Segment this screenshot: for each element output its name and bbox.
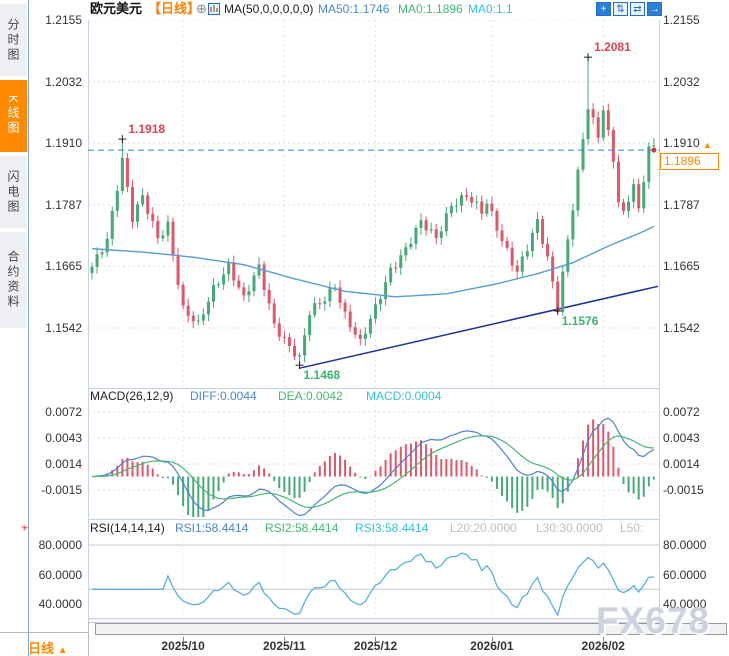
rsi-axis-label-right: 60.0000 <box>663 567 707 582</box>
macd-diff-value: DIFF:0.0044 <box>190 389 257 403</box>
macd-axis-label-left: 0.0014 <box>45 457 82 471</box>
period-label: 【日线】 <box>148 1 201 16</box>
date-tick <box>603 637 605 641</box>
ma0-cyan-value: MA0:1.1 <box>468 2 513 16</box>
main-y-axis-label-left: 1.2032 <box>45 74 82 89</box>
macd-macd-value: MACD:0.0004 <box>366 389 442 403</box>
rsi1-value: RSI1:58.4414 <box>175 521 249 535</box>
scroll-to-latest-icon[interactable]: → <box>647 2 662 16</box>
main-candlestick-chart[interactable]: 1.1918 1.2081 1.1468 1.1576 <box>88 20 660 388</box>
date-label: 2026/01 <box>470 639 514 653</box>
macd-axis-label-right: 0.0043 <box>663 431 700 445</box>
rsi-bottom-separator <box>88 622 660 623</box>
symbol-title: 欧元美元 <box>90 1 143 16</box>
macd-axis-label-right: 0.0072 <box>663 405 700 419</box>
indicator-params-label: MA(50,0,0,0,0,0) <box>224 2 314 16</box>
price-annotation: 1.1576 <box>562 314 599 328</box>
price-annotation: 1.1918 <box>128 122 165 136</box>
main-y-axis-label-right: 1.1910 <box>663 136 700 151</box>
y-axis-scale-icon[interactable]: ⇅ <box>613 2 628 16</box>
main-y-axis-label-left: 1.2155 <box>45 13 82 27</box>
period-dropdown-label: 日线 <box>28 641 55 656</box>
date-label: 2025/10 <box>161 639 205 653</box>
rsi-axis-label-left: 60.0000 <box>38 567 82 582</box>
rsi-axis-label-left: 80.0000 <box>38 538 82 552</box>
date-tick <box>491 637 493 641</box>
macd-rsi-separator <box>88 519 660 520</box>
period-cell-right-border <box>88 622 89 656</box>
date-label: 2025/11 <box>262 639 306 653</box>
chart-left-border <box>88 20 89 622</box>
date-label: 2026/02 <box>581 639 625 653</box>
rsi-axis-label-left: 40.0000 <box>38 597 82 611</box>
period-dropdown-button[interactable]: 日线 ▲ <box>28 638 68 656</box>
price-annotation: 1.1468 <box>304 368 341 382</box>
add-indicator-icon[interactable]: ⊕ <box>196 1 207 16</box>
macd-chart[interactable] <box>88 405 660 519</box>
rsi-axis-label-right: 40.0000 <box>663 597 707 611</box>
date-label: 2025/12 <box>353 639 398 653</box>
main-y-axis-label-left: 1.1910 <box>45 136 82 151</box>
period-cell-border <box>0 632 88 633</box>
rsi-l50-label: L50: <box>620 521 644 535</box>
main-y-axis-label-right: 1.1787 <box>663 197 700 212</box>
macd-dea-value: DEA:0.0042 <box>278 389 343 403</box>
main-macd-separator <box>88 388 660 389</box>
dropdown-arrow-icon: ▲ <box>57 645 68 656</box>
rsi-axis-label-right: 80.0000 <box>663 538 707 552</box>
last-price-badge: 1.1896 <box>660 153 719 170</box>
macd-axis-label-right: 0.0014 <box>663 457 700 471</box>
pan-tool-icon[interactable]: + <box>596 2 611 16</box>
rsi-l30-label: L30:30.0000 <box>536 521 603 535</box>
macd-title: MACD(26,12,9) <box>90 389 174 403</box>
rsi-l20-label: L20:20.0000 <box>450 521 517 535</box>
sidebar-tab-2[interactable]: K线图 <box>0 80 27 152</box>
main-y-axis-label-left: 1.1787 <box>45 197 82 212</box>
macd-axis-label-right: -0.0015 <box>663 483 704 498</box>
rsi3-value: RSI3:58.4414 <box>355 521 429 535</box>
ma50-value: MA50:1.1746 <box>318 2 390 16</box>
macd-axis-label-left: 0.0043 <box>45 431 82 445</box>
main-y-axis-label-right: 1.1665 <box>663 259 700 274</box>
ma0-green-value: MA0:1.1896 <box>398 2 463 16</box>
sidebar: 分时图 K线图闪电图合约资料 <box>0 0 29 656</box>
date-tick <box>284 637 286 641</box>
main-y-axis-label-right: 1.2155 <box>663 13 700 27</box>
main-y-axis-label-right: 1.1542 <box>663 321 700 335</box>
rsi2-value: RSI2:58.4414 <box>265 521 339 535</box>
main-y-axis-label-left: 1.1542 <box>45 321 82 335</box>
date-tick <box>183 637 185 641</box>
indicator-chart-icon[interactable] <box>208 3 220 21</box>
indicator-settings-icon[interactable]: ✳ <box>21 523 29 533</box>
sidebar-tab-1[interactable]: 分时图 <box>0 4 27 76</box>
sidebar-tab-4[interactable]: 合约资料 <box>0 232 27 328</box>
chart-scrollbar[interactable] <box>95 623 727 635</box>
macd-axis-label-left: -0.0015 <box>41 483 82 498</box>
rsi-title: RSI(14,14,14) <box>90 521 165 535</box>
macd-axis-label-left: 0.0072 <box>45 405 82 419</box>
price-up-arrow-icon: ▲ <box>703 140 712 150</box>
chart-right-border <box>659 20 660 622</box>
x-axis-scale-icon[interactable]: ⇄ <box>630 2 645 16</box>
price-annotation: 1.2081 <box>594 40 631 54</box>
date-tick <box>375 637 377 641</box>
rsi-chart[interactable] <box>88 537 660 622</box>
main-y-axis-label-left: 1.1665 <box>45 259 82 274</box>
scrollbar-thumb[interactable] <box>96 624 726 634</box>
main-y-axis-label-right: 1.2032 <box>663 74 700 89</box>
sidebar-tab-3[interactable]: 闪电图 <box>0 156 27 228</box>
